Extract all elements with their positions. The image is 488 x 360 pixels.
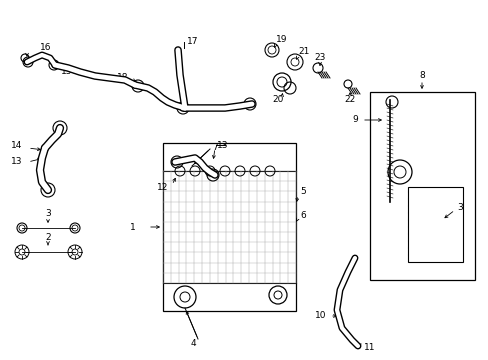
Text: 21: 21 <box>297 48 309 57</box>
Text: 19: 19 <box>275 36 287 45</box>
Bar <box>407 187 462 262</box>
Text: 3: 3 <box>45 210 51 219</box>
Bar <box>163 143 295 311</box>
Text: 2: 2 <box>45 234 51 243</box>
Text: 23: 23 <box>314 54 325 63</box>
Text: 18: 18 <box>116 73 128 82</box>
Text: 10: 10 <box>314 311 325 320</box>
Text: 15: 15 <box>61 68 72 77</box>
Text: 22: 22 <box>344 95 355 104</box>
Text: 6: 6 <box>299 211 305 220</box>
Text: 11: 11 <box>363 343 375 352</box>
Text: 20: 20 <box>272 95 283 104</box>
Text: 3: 3 <box>456 202 462 211</box>
Text: 8: 8 <box>418 72 424 81</box>
Text: 13: 13 <box>217 140 228 149</box>
Text: 12: 12 <box>156 184 168 193</box>
Text: 7: 7 <box>212 143 217 152</box>
Text: 5: 5 <box>299 188 305 197</box>
Text: 16: 16 <box>40 44 51 53</box>
Text: 13: 13 <box>10 158 22 166</box>
Text: 9: 9 <box>351 116 357 125</box>
Text: 4: 4 <box>190 338 195 347</box>
Text: 1: 1 <box>130 222 136 231</box>
Bar <box>369 92 474 280</box>
Text: 14: 14 <box>11 140 22 149</box>
Text: 17: 17 <box>186 37 198 46</box>
